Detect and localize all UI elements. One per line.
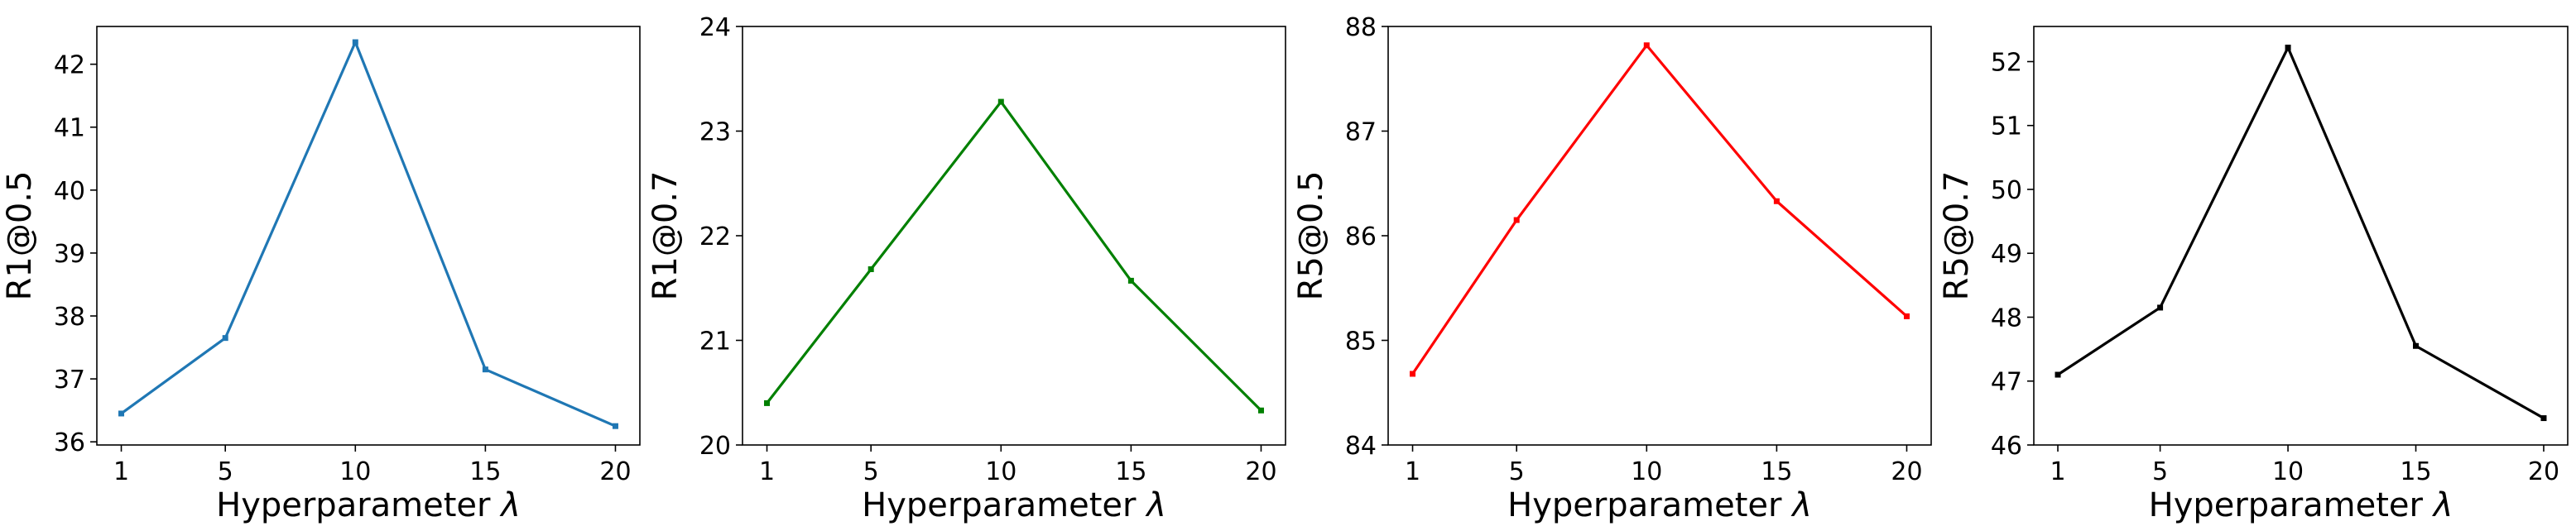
x-tick-label: 20 <box>599 457 631 486</box>
data-point <box>1513 217 1520 223</box>
x-tick-label: 10 <box>339 457 371 486</box>
x-tick-label: 1 <box>2050 457 2065 486</box>
x-tick-label: 15 <box>469 457 501 486</box>
y-tick-label: 51 <box>1991 112 2022 141</box>
y-tick-label: 50 <box>1991 176 2022 205</box>
series-line <box>120 41 617 428</box>
data-point <box>1410 371 1416 377</box>
series-line <box>2057 45 2545 419</box>
data-point <box>1903 313 1910 319</box>
y-tick-label: 21 <box>699 328 731 356</box>
y-tick-label: 37 <box>54 366 85 395</box>
y-axis-label: R5@0.7 <box>1938 171 1976 301</box>
y-axis-label: R5@0.5 <box>1292 171 1330 301</box>
y-tick-label: 24 <box>699 13 731 42</box>
y-tick-label: 41 <box>54 114 85 143</box>
data-point <box>612 423 618 429</box>
data-point <box>2055 371 2061 378</box>
y-tick-label: 42 <box>54 51 85 80</box>
plot-frame <box>96 26 641 446</box>
data-point <box>1257 407 1264 414</box>
data-point <box>352 39 358 45</box>
y-tick-label: 88 <box>1345 13 1377 42</box>
y-tick-label: 52 <box>1991 48 2022 77</box>
data-point <box>1643 42 1650 49</box>
y-tick-label: 23 <box>699 118 731 147</box>
y-tick-label: 48 <box>1991 304 2022 332</box>
x-axis-label: Hyperparameter λ <box>862 486 1166 524</box>
x-axis-label: Hyperparameter λ <box>2149 486 2453 524</box>
y-axis-label: R1@0.7 <box>646 171 685 301</box>
x-tick-label: 10 <box>2272 457 2304 486</box>
x-tick-label: 20 <box>1891 457 1922 486</box>
data-point <box>482 366 488 373</box>
plot-frame <box>2033 26 2569 446</box>
x-tick-label: 10 <box>1631 457 1662 486</box>
data-point <box>222 335 228 342</box>
y-tick-label: 38 <box>54 303 85 332</box>
y-tick-label: 47 <box>1991 368 2022 397</box>
data-point <box>2540 415 2547 422</box>
y-tick-label: 49 <box>1991 240 2022 269</box>
y-tick-label: 85 <box>1345 328 1377 356</box>
y-tick-label: 36 <box>54 428 85 457</box>
x-axis-label: Hyperparameter λ <box>216 486 521 524</box>
x-tick-label: 15 <box>1115 457 1146 486</box>
x-tick-label: 5 <box>863 457 879 486</box>
x-tick-label: 20 <box>1245 457 1276 486</box>
y-tick-label: 40 <box>54 177 85 206</box>
series-line <box>766 100 1262 412</box>
x-tick-label: 15 <box>2400 457 2431 486</box>
data-point <box>118 410 125 417</box>
data-point <box>1773 198 1780 204</box>
x-axis-label: Hyperparameter λ <box>1507 486 1812 524</box>
data-point <box>867 266 874 272</box>
y-tick-label: 46 <box>1991 432 2022 461</box>
x-tick-label: 15 <box>1761 457 1792 486</box>
x-tick-label: 1 <box>1405 457 1420 486</box>
y-tick-label: 87 <box>1345 118 1377 147</box>
x-tick-label: 5 <box>2152 457 2168 486</box>
x-tick-label: 10 <box>985 457 1016 486</box>
y-tick-label: 39 <box>54 240 85 269</box>
data-point <box>764 399 771 406</box>
x-tick-label: 5 <box>1509 457 1525 486</box>
x-tick-label: 5 <box>218 457 233 486</box>
data-point <box>2157 304 2164 311</box>
y-tick-label: 84 <box>1345 432 1377 461</box>
y-tick-label: 86 <box>1345 222 1377 251</box>
x-tick-label: 1 <box>113 457 129 486</box>
x-tick-label: 20 <box>2528 457 2559 486</box>
x-tick-label: 1 <box>759 457 775 486</box>
data-point <box>2413 342 2420 349</box>
plot-frame <box>1387 26 1932 446</box>
plot-frame <box>742 26 1286 446</box>
y-tick-label: 20 <box>699 432 731 461</box>
y-tick-label: 22 <box>699 222 731 251</box>
data-point <box>997 98 1004 105</box>
series-line <box>1411 44 1908 375</box>
data-point <box>1127 277 1134 284</box>
y-axis-label: R1@0.5 <box>1 171 39 301</box>
data-point <box>2285 44 2291 50</box>
